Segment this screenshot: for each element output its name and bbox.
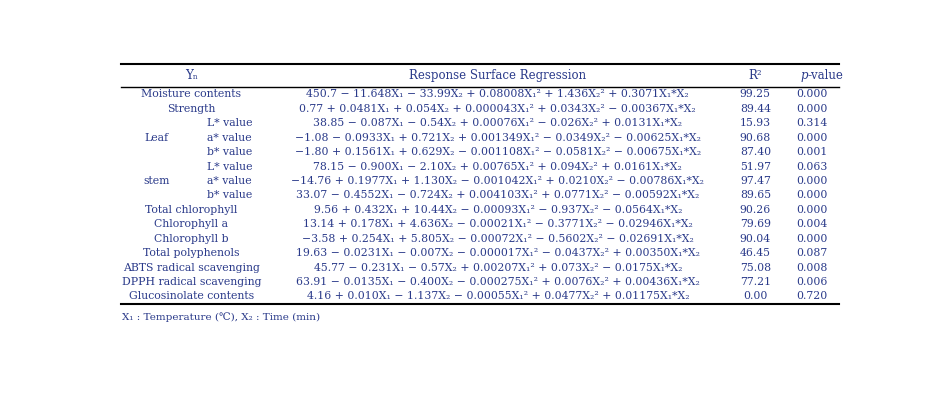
Text: Glucosinolate contents: Glucosinolate contents bbox=[129, 291, 254, 301]
Text: 0.008: 0.008 bbox=[796, 263, 827, 272]
Text: 0.001: 0.001 bbox=[796, 147, 827, 157]
Text: Chlorophyll a: Chlorophyll a bbox=[154, 219, 228, 229]
Text: 0.000: 0.000 bbox=[796, 234, 827, 244]
Text: -value: -value bbox=[808, 69, 844, 82]
Text: 90.26: 90.26 bbox=[739, 205, 771, 215]
Text: 51.97: 51.97 bbox=[739, 162, 771, 171]
Text: 89.44: 89.44 bbox=[739, 104, 771, 114]
Text: 90.68: 90.68 bbox=[739, 133, 771, 143]
Text: 99.25: 99.25 bbox=[739, 89, 771, 99]
Text: 97.47: 97.47 bbox=[740, 176, 770, 186]
Text: 0.006: 0.006 bbox=[796, 277, 827, 287]
Text: p: p bbox=[800, 69, 808, 82]
Text: 45.77 − 0.231X₁ − 0.57X₂ + 0.00207X₁² + 0.073X₂² − 0.0175X₁*X₂: 45.77 − 0.231X₁ − 0.57X₂ + 0.00207X₁² + … bbox=[314, 263, 682, 272]
Text: 13.14 + 0.178X₁ + 4.636X₂ − 0.00021X₁² − 0.3771X₂² − 0.02946X₁*X₂: 13.14 + 0.178X₁ + 4.636X₂ − 0.00021X₁² −… bbox=[303, 219, 693, 229]
Text: Leaf: Leaf bbox=[145, 133, 169, 143]
Text: 0.087: 0.087 bbox=[796, 248, 827, 258]
Text: Strength: Strength bbox=[168, 104, 215, 114]
Text: 79.69: 79.69 bbox=[739, 219, 771, 229]
Text: 0.000: 0.000 bbox=[796, 133, 827, 143]
Text: Chlorophyll b: Chlorophyll b bbox=[154, 234, 228, 244]
Text: 0.77 + 0.0481X₁ + 0.054X₂ + 0.000043X₁² + 0.0343X₂² − 0.00367X₁*X₂: 0.77 + 0.0481X₁ + 0.054X₂ + 0.000043X₁² … bbox=[300, 104, 696, 114]
Text: 33.07 − 0.4552X₁ − 0.724X₂ + 0.004103X₁² + 0.0771X₂² − 0.00592X₁*X₂: 33.07 − 0.4552X₁ − 0.724X₂ + 0.004103X₁²… bbox=[296, 190, 699, 200]
Text: 19.63 − 0.0231X₁ − 0.007X₂ − 0.000017X₁² − 0.0437X₂² + 0.00350X₁*X₂: 19.63 − 0.0231X₁ − 0.007X₂ − 0.000017X₁²… bbox=[296, 248, 700, 258]
Text: stem: stem bbox=[144, 176, 170, 186]
Text: 0.000: 0.000 bbox=[796, 190, 827, 200]
Text: 0.004: 0.004 bbox=[796, 219, 827, 229]
Text: −1.80 + 0.1561X₁ + 0.629X₂ − 0.001108X₁² − 0.0581X₂² − 0.00675X₁*X₂: −1.80 + 0.1561X₁ + 0.629X₂ − 0.001108X₁²… bbox=[295, 147, 701, 157]
Text: Moisture contents: Moisture contents bbox=[141, 89, 241, 99]
Text: 90.04: 90.04 bbox=[739, 234, 771, 244]
Text: X₁ : Temperature (℃), X₂ : Time (min): X₁ : Temperature (℃), X₂ : Time (min) bbox=[122, 312, 320, 322]
Text: Total chlorophyll: Total chlorophyll bbox=[145, 205, 238, 215]
Text: 0.720: 0.720 bbox=[796, 291, 827, 301]
Text: L* value: L* value bbox=[207, 118, 252, 128]
Text: a* value: a* value bbox=[207, 133, 252, 143]
Text: R²: R² bbox=[749, 69, 762, 82]
Text: 0.314: 0.314 bbox=[796, 118, 827, 128]
Text: b* value: b* value bbox=[207, 190, 252, 200]
Text: Yₙ: Yₙ bbox=[185, 69, 197, 82]
Text: 0.000: 0.000 bbox=[796, 176, 827, 186]
Text: 87.40: 87.40 bbox=[739, 147, 771, 157]
Text: ABTS radical scavenging: ABTS radical scavenging bbox=[123, 263, 260, 272]
Text: a* value: a* value bbox=[207, 176, 252, 186]
Text: 0.000: 0.000 bbox=[796, 89, 827, 99]
Text: Response Surface Regression: Response Surface Regression bbox=[409, 69, 586, 82]
Text: b* value: b* value bbox=[207, 147, 252, 157]
Text: 450.7 − 11.648X₁ − 33.99X₂ + 0.08008X₁² + 1.436X₂² + 0.3071X₁*X₂: 450.7 − 11.648X₁ − 33.99X₂ + 0.08008X₁² … bbox=[306, 89, 689, 99]
Text: 9.56 + 0.432X₁ + 10.44X₂ − 0.00093X₁² − 0.937X₂² − 0.0564X₁*X₂: 9.56 + 0.432X₁ + 10.44X₂ − 0.00093X₁² − … bbox=[314, 205, 682, 215]
Text: 0.063: 0.063 bbox=[796, 162, 827, 171]
Text: −14.76 + 0.1977X₁ + 1.130X₂ − 0.001042X₁² + 0.0210X₂² − 0.00786X₁*X₂: −14.76 + 0.1977X₁ + 1.130X₂ − 0.001042X₁… bbox=[291, 176, 704, 186]
Text: −3.58 + 0.254X₁ + 5.805X₂ − 0.00072X₁² − 0.5602X₂² − 0.02691X₁*X₂: −3.58 + 0.254X₁ + 5.805X₂ − 0.00072X₁² −… bbox=[302, 234, 694, 244]
Text: 77.21: 77.21 bbox=[739, 277, 771, 287]
Text: 89.65: 89.65 bbox=[739, 190, 771, 200]
Text: 75.08: 75.08 bbox=[739, 263, 771, 272]
Text: 0.000: 0.000 bbox=[796, 104, 827, 114]
Text: DPPH radical scavenging: DPPH radical scavenging bbox=[122, 277, 261, 287]
Text: Total polyphenols: Total polyphenols bbox=[143, 248, 240, 258]
Text: 38.85 − 0.087X₁ − 0.54X₂ + 0.00076X₁² − 0.026X₂² + 0.0131X₁*X₂: 38.85 − 0.087X₁ − 0.54X₂ + 0.00076X₁² − … bbox=[314, 118, 682, 128]
Text: 4.16 + 0.010X₁ − 1.137X₂ − 0.00055X₁² + 0.0477X₂² + 0.01175X₁*X₂: 4.16 + 0.010X₁ − 1.137X₂ − 0.00055X₁² + … bbox=[306, 291, 689, 301]
Text: 0.000: 0.000 bbox=[796, 205, 827, 215]
Text: 63.91 − 0.0135X₁ − 0.400X₂ − 0.000275X₁² + 0.0076X₂² + 0.00436X₁*X₂: 63.91 − 0.0135X₁ − 0.400X₂ − 0.000275X₁²… bbox=[296, 277, 700, 287]
Text: 46.45: 46.45 bbox=[739, 248, 771, 258]
Text: 15.93: 15.93 bbox=[739, 118, 771, 128]
Text: 0.00: 0.00 bbox=[743, 291, 768, 301]
Text: 78.15 − 0.900X₁ − 2.10X₂ + 0.00765X₁² + 0.094X₂² + 0.0161X₁*X₂: 78.15 − 0.900X₁ − 2.10X₂ + 0.00765X₁² + … bbox=[314, 162, 682, 171]
Text: L* value: L* value bbox=[207, 162, 252, 171]
Text: −1.08 − 0.0933X₁ + 0.721X₂ + 0.001349X₁² − 0.0349X₂² − 0.00625X₁*X₂: −1.08 − 0.0933X₁ + 0.721X₂ + 0.001349X₁²… bbox=[295, 133, 701, 143]
